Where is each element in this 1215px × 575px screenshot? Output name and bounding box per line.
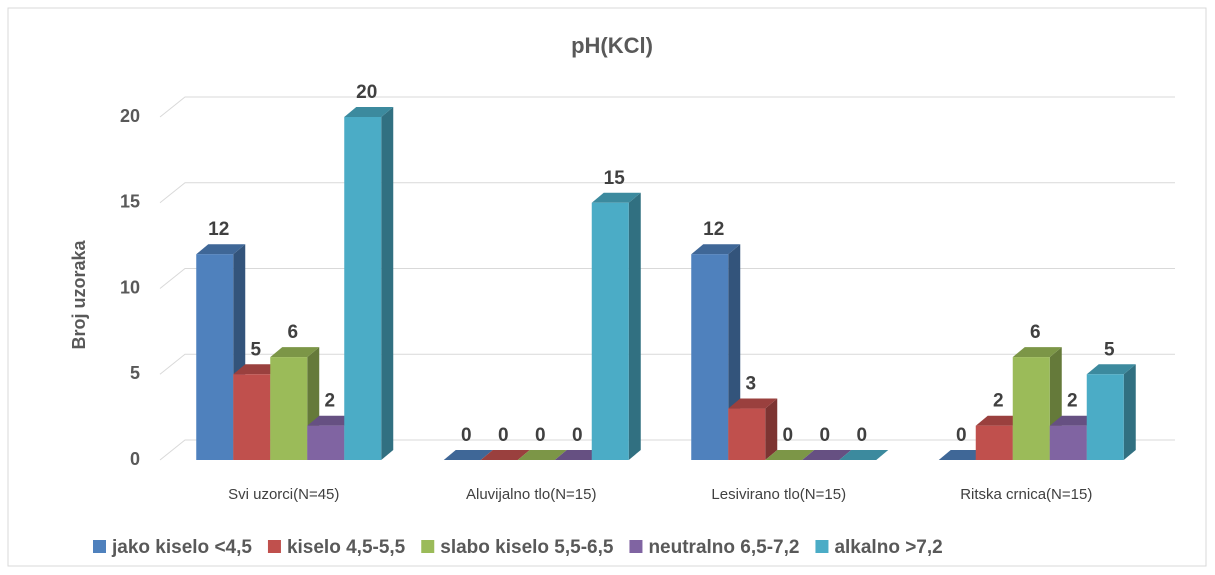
bar (307, 425, 345, 460)
bar-top (1086, 364, 1136, 375)
legend-swatch (629, 540, 643, 553)
data-label: 0 (461, 425, 472, 446)
x-tick-label: Svi uzorci(N=45) (228, 486, 339, 503)
data-label: 0 (856, 425, 867, 446)
legend-swatch (93, 540, 106, 553)
y-tick-label: 0 (130, 449, 140, 469)
y-tick-label: 10 (120, 277, 140, 297)
bar (691, 254, 729, 460)
bar-top (691, 244, 741, 255)
bar-top (839, 450, 889, 460)
y-axis-label: Broj uzoraka (69, 239, 89, 349)
data-label: 5 (250, 339, 261, 360)
data-label: 12 (703, 219, 724, 240)
bar-top (975, 415, 1025, 426)
bar-top (233, 364, 283, 375)
data-label: 0 (819, 425, 830, 446)
bar-top (1012, 347, 1062, 358)
y-tick-label: 15 (120, 192, 140, 212)
bar-top (1049, 415, 1099, 426)
bar-top (480, 450, 530, 460)
bar-top (765, 450, 815, 460)
bar-side (765, 398, 778, 460)
bar (591, 202, 629, 460)
bar-top (443, 450, 493, 460)
data-label: 2 (993, 391, 1004, 412)
data-label: 0 (572, 425, 583, 446)
bar-top (728, 398, 778, 409)
legend-label: kiselo 4,5-5,5 (287, 537, 406, 558)
chart-title: pH(KCl) (571, 33, 653, 58)
data-label: 5 (1104, 339, 1115, 360)
bar (728, 408, 766, 460)
legend-swatch (421, 540, 435, 553)
x-tick-label: Ritska crnica(N=15) (960, 486, 1092, 503)
grid-line (159, 182, 1175, 204)
data-label: 6 (287, 322, 298, 343)
grid-line (159, 268, 1175, 289)
x-tick-label: Lesivirano tlo(N=15) (711, 486, 846, 503)
bar-top (307, 415, 357, 426)
bar-top (517, 450, 567, 460)
y-tick-label: 5 (130, 363, 140, 383)
bar-side (628, 192, 641, 460)
grid-line (159, 96, 1175, 118)
x-tick-label: Aluvijalno tlo(N=15) (466, 486, 596, 503)
legend-label: slabo kiselo 5,5-6,5 (440, 537, 614, 558)
data-label: 2 (1067, 391, 1078, 412)
bar-top (802, 450, 852, 460)
bar (196, 254, 234, 460)
bar (233, 374, 271, 460)
bar (270, 357, 308, 460)
data-label: 3 (745, 374, 756, 395)
bar (1086, 374, 1124, 460)
data-label: 2 (324, 391, 335, 412)
data-label: 0 (498, 425, 509, 446)
legend-label: alkalno >7,2 (834, 537, 942, 558)
bar-side (1123, 364, 1136, 460)
bar-top (344, 107, 394, 117)
bar-top (270, 347, 320, 358)
data-label: 0 (782, 425, 793, 446)
bar (1012, 357, 1050, 460)
data-label: 15 (604, 168, 626, 189)
data-label: 0 (535, 425, 546, 446)
data-label: 20 (356, 82, 377, 103)
bar (344, 117, 382, 460)
data-label: 12 (208, 219, 229, 240)
legend-label: jako kiselo <4,5 (111, 537, 252, 558)
legend-swatch (267, 540, 281, 553)
grid-line (159, 353, 1175, 375)
bar-top (591, 192, 641, 203)
data-label: 0 (956, 425, 967, 446)
bar-top (196, 244, 246, 255)
bar-top (554, 450, 604, 460)
legend-swatch (815, 540, 829, 553)
bar (1049, 425, 1087, 460)
data-label: 6 (1030, 322, 1041, 343)
bar-top (938, 450, 988, 460)
y-tick-label: 20 (120, 106, 140, 126)
grid-line (159, 439, 1175, 461)
bar-side (381, 107, 394, 460)
bar (975, 425, 1013, 460)
legend-label: neutralno 6,5-7,2 (648, 537, 799, 558)
